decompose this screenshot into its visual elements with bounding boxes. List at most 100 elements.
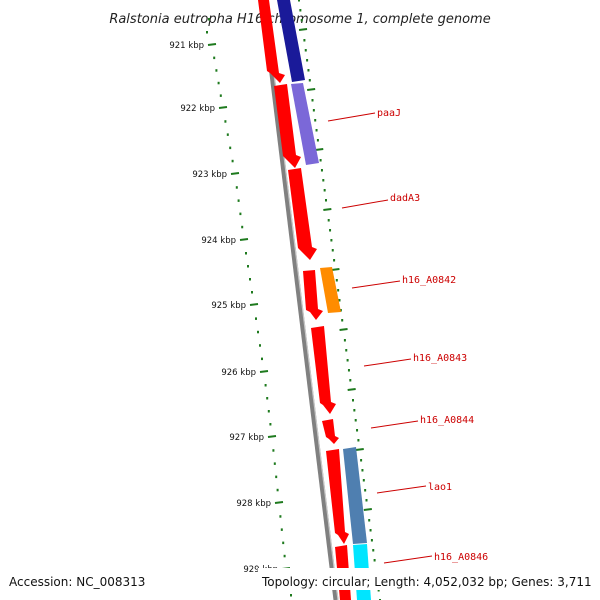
- ruler-tick-label: 928 kbp: [236, 499, 271, 509]
- inner-ruler-ring: [206, 18, 292, 597]
- outer-minor-tick: [343, 339, 346, 342]
- cds-reverse-4[interactable]: [303, 270, 323, 320]
- cds-forward-orange[interactable]: [320, 267, 341, 313]
- outer-minor-tick: [323, 189, 326, 192]
- ruler-minor-tick: [239, 212, 242, 216]
- ruler-tick-label: 925 kbp: [211, 301, 246, 311]
- outer-minor-tick: [325, 199, 327, 202]
- accession-text: Accession: NC_008313: [9, 575, 145, 589]
- outer-major-tick: [363, 508, 372, 511]
- ruler-minor-tick: [213, 56, 216, 60]
- ruler-minor-tick: [261, 357, 263, 361]
- gene-labels: paaJ dadA3 h16_A0842 h16_A0843 h16_A0844…: [327, 108, 488, 564]
- outer-major-tick: [307, 88, 316, 91]
- cds-forward-purple[interactable]: [291, 83, 319, 165]
- outer-minor-tick: [338, 299, 341, 302]
- outer-minor-tick: [327, 219, 330, 222]
- gene-label-h16_A0843[interactable]: h16_A0843: [413, 353, 467, 364]
- ruler-minor-tick: [241, 225, 244, 229]
- ruler-major-tick: [249, 303, 259, 306]
- outer-major-tick: [315, 148, 324, 151]
- ruler-major-tick: [239, 238, 249, 241]
- cds-reverse-3[interactable]: [288, 168, 317, 260]
- ruler-minor-tick: [208, 18, 210, 21]
- outer-minor-tick: [319, 159, 322, 162]
- outer-minor-tick: [353, 409, 356, 412]
- ruler-tick-label: 927 kbp: [229, 433, 264, 443]
- outer-minor-tick: [304, 49, 307, 52]
- gene-label-paaJ[interactable]: paaJ: [377, 108, 401, 119]
- outer-ruler-ring: [298, 0, 381, 600]
- ruler-minor-tick: [206, 31, 208, 34]
- outer-minor-tick: [346, 359, 349, 362]
- outer-major-tick: [347, 388, 356, 391]
- outer-minor-tick: [316, 139, 319, 142]
- outer-minor-tick: [322, 179, 325, 182]
- ruler-minor-tick: [251, 291, 253, 294]
- outer-minor-tick: [347, 369, 350, 372]
- cds-reverse-7[interactable]: [326, 449, 349, 544]
- ruler-major-tick: [230, 172, 240, 175]
- gene-label-h16_A0844[interactable]: h16_A0844: [420, 415, 474, 426]
- ruler-minor-tick: [249, 278, 251, 281]
- outer-major-tick: [339, 328, 348, 331]
- ruler-tick-label: 923 kbp: [192, 170, 227, 180]
- outer-minor-tick: [320, 169, 323, 172]
- gene-label-h16_A0842[interactable]: h16_A0842: [402, 275, 456, 286]
- outer-minor-tick: [312, 109, 315, 112]
- outer-minor-tick: [360, 459, 363, 462]
- ruler-major-tick: [274, 501, 284, 504]
- outer-minor-tick: [362, 479, 365, 482]
- outer-minor-tick: [356, 429, 359, 432]
- ruler-minor-tick: [266, 397, 269, 400]
- outer-minor-tick: [307, 69, 310, 72]
- cds-forward-dark-blue[interactable]: [277, 0, 305, 82]
- outer-minor-tick: [349, 379, 352, 382]
- outer-minor-tick: [339, 309, 342, 312]
- outer-minor-tick: [299, 9, 302, 12]
- gene-label-lao1[interactable]: lao1: [428, 482, 452, 493]
- outer-minor-tick: [365, 499, 368, 502]
- ruler-tick-label: 921 kbp: [169, 41, 204, 51]
- cds-forward-steel[interactable]: [343, 447, 367, 544]
- outer-minor-tick: [345, 349, 348, 352]
- ruler-minor-tick: [247, 265, 249, 268]
- outer-minor-tick: [300, 19, 303, 22]
- ruler-minor-tick: [257, 330, 259, 334]
- outer-minor-tick: [357, 439, 360, 442]
- cds-reverse-6[interactable]: [322, 419, 339, 444]
- ruler-minor-tick: [237, 199, 240, 202]
- outer-minor-tick: [369, 529, 372, 532]
- ruler-minor-tick: [280, 528, 283, 531]
- gene-label-h16_A0846[interactable]: h16_A0846: [434, 552, 488, 563]
- ruler-minor-tick: [215, 69, 218, 72]
- cds-reverse-2[interactable]: [274, 84, 301, 168]
- outer-major-tick: [355, 448, 364, 451]
- ruler-minor-tick: [264, 384, 267, 387]
- outer-minor-tick: [308, 79, 311, 82]
- ruler-minor-tick: [290, 594, 292, 597]
- outer-minor-tick: [298, 0, 300, 2]
- ruler-major-tick: [267, 435, 277, 438]
- ruler-minor-tick: [226, 133, 229, 136]
- outer-minor-tick: [354, 419, 357, 422]
- gene-label-dadA3[interactable]: dadA3: [390, 193, 420, 204]
- outer-major-tick: [323, 208, 332, 211]
- outer-minor-tick: [303, 39, 306, 42]
- outer-minor-tick: [330, 239, 333, 242]
- map-title: Ralstonia eutropha H16 chromosome 1, com…: [109, 12, 490, 27]
- ruler-minor-tick: [229, 146, 232, 150]
- ruler-minor-tick: [282, 541, 285, 545]
- cds-reverse-5[interactable]: [311, 326, 336, 414]
- ruler-minor-tick: [279, 515, 282, 518]
- outer-minor-tick: [337, 289, 340, 292]
- ruler-minor-tick: [259, 344, 261, 347]
- ruler-minor-tick: [283, 554, 286, 558]
- cds-reverse-1[interactable]: [258, 0, 285, 83]
- genome-summary-text: Topology: circular; Length: 4,052,032 bp…: [261, 575, 592, 589]
- outer-minor-tick: [331, 249, 334, 252]
- ruler-major-tick: [207, 43, 217, 46]
- ruler-tick-label: 922 kbp: [180, 104, 215, 114]
- ruler-minor-tick: [273, 462, 276, 465]
